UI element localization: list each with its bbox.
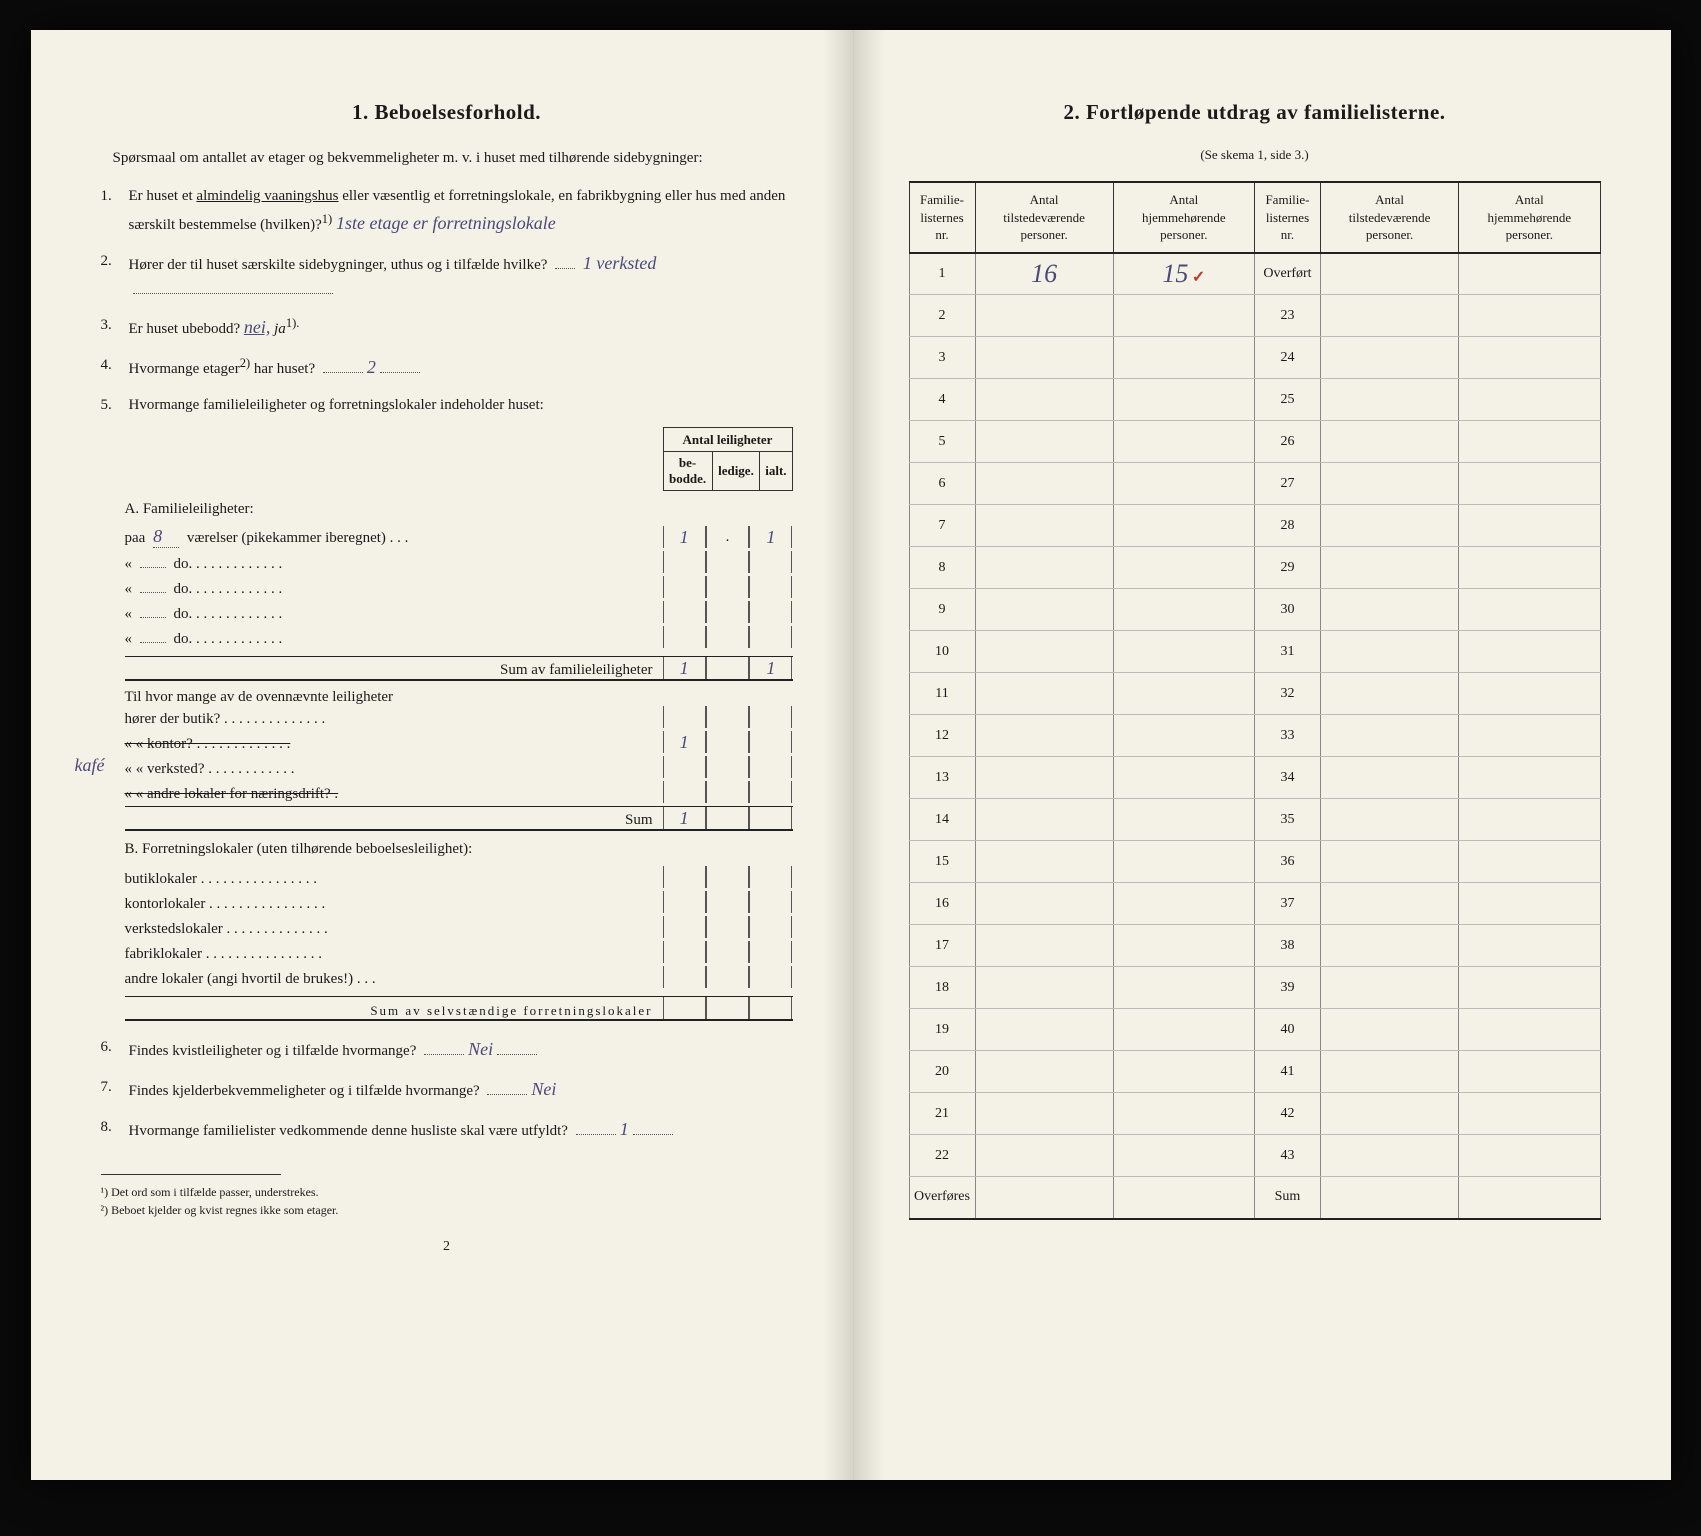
intro-text: Spørsmaal om antallet av etager og bekve… <box>101 147 793 170</box>
table-row: 1536 <box>909 841 1600 883</box>
question-5: 5. Hvormange familieleiligheter og forre… <box>101 393 793 418</box>
table-row: 223 <box>909 295 1600 337</box>
section-a2: kafé Til hvor mange av de ovennævnte lei… <box>125 689 793 831</box>
table-row: 11615 ✓Overført <box>909 253 1600 295</box>
table-row: 1031 <box>909 631 1600 673</box>
right-page: 2. Fortløpende utdrag av familielisterne… <box>854 30 1671 1480</box>
a2-row: « « verksted? . . . . . . . . . . . . <box>125 756 793 778</box>
table-row: 728 <box>909 505 1600 547</box>
question-1: 1. Er huset et almindelig vaaningshus el… <box>101 184 793 238</box>
table-row: 930 <box>909 589 1600 631</box>
extract-table: Familie- listernes nr. Antal tilstedevær… <box>909 181 1601 1220</box>
document-spread: 1. Beboelsesforhold. Spørsmaal om antall… <box>31 30 1671 1480</box>
table-row: 425 <box>909 379 1600 421</box>
leiligheter-header: Antal leiligheter be- bodde. ledige. ial… <box>663 427 793 491</box>
section-a-sum: Sum av familieleiligheter 1 1 <box>125 656 793 681</box>
table-row: 2041 <box>909 1051 1600 1093</box>
table-row: 526 <box>909 421 1600 463</box>
table-row: 1839 <box>909 967 1600 1009</box>
question-list: 1. Er huset et almindelig vaaningshus el… <box>101 184 793 417</box>
question-4: 4. Hvormange etager2) har huset? 2 <box>101 353 793 383</box>
b-row: butiklokaler . . . . . . . . . . . . . .… <box>125 866 793 888</box>
a-row: « do. . . . . . . . . . . . . <box>125 601 793 623</box>
table-row: OverføresSum <box>909 1177 1600 1219</box>
b-row: andre lokaler (angi hvortil de brukes!) … <box>125 966 793 988</box>
b-row: fabriklokaler . . . . . . . . . . . . . … <box>125 941 793 963</box>
table-row: 1940 <box>909 1009 1600 1051</box>
q3-nei: nei, <box>244 317 271 337</box>
table-row: 1233 <box>909 715 1600 757</box>
a2-row: « « andre lokaler for næringsdrift? . <box>125 781 793 803</box>
question-7: 7. Findes kjelderbekvemmeligheter og i t… <box>101 1075 793 1105</box>
table-row: 1132 <box>909 673 1600 715</box>
section-a-rows: paa 8 værelser (pikekammer iberegnet) . … <box>125 526 793 648</box>
right-title: 2. Fortløpende utdrag av familielisterne… <box>909 100 1601 125</box>
question-6: 6. Findes kvistleiligheter og i tilfælde… <box>101 1035 793 1065</box>
question-8: 8. Hvormange familielister vedkommende d… <box>101 1115 793 1145</box>
b-row: verkstedslokaler . . . . . . . . . . . .… <box>125 916 793 938</box>
question-3: 3. Er huset ubebodd? nei, ja1). <box>101 313 793 343</box>
right-subtitle: (Se skema 1, side 3.) <box>909 147 1601 163</box>
page-number: 2 <box>101 1239 793 1255</box>
table-row: 324 <box>909 337 1600 379</box>
table-row: 1637 <box>909 883 1600 925</box>
table-row: 1738 <box>909 925 1600 967</box>
margin-kafe: kafé <box>75 755 105 776</box>
q4-answer: 2 <box>367 357 376 377</box>
table-row: 1334 <box>909 757 1600 799</box>
a-row: « do. . . . . . . . . . . . . <box>125 576 793 598</box>
left-page: 1. Beboelsesforhold. Spørsmaal om antall… <box>31 30 854 1480</box>
q2-answer: 1 verksted <box>583 253 656 273</box>
a2-row: hører der butik? . . . . . . . . . . . .… <box>125 706 793 728</box>
a-row: paa 8 værelser (pikekammer iberegnet) . … <box>125 526 793 548</box>
a-row: « do. . . . . . . . . . . . . <box>125 626 793 648</box>
table-row: 627 <box>909 463 1600 505</box>
question-2: 2. Hører der til huset særskilte sidebyg… <box>101 249 793 303</box>
table-row: 2243 <box>909 1135 1600 1177</box>
a2-row: « « kontor? . . . . . . . . . . . . .1 <box>125 731 793 753</box>
table-row: 1435 <box>909 799 1600 841</box>
b-row: kontorlokaler . . . . . . . . . . . . . … <box>125 891 793 913</box>
q1-answer: 1ste etage er forretningslokale <box>336 213 556 233</box>
footnotes: ¹) Det ord som i tilfælde passer, unders… <box>101 1183 793 1219</box>
section-b-label: B. Forretningslokaler (uten tilhørende b… <box>125 841 793 858</box>
left-title: 1. Beboelsesforhold. <box>101 100 793 125</box>
table-row: 829 <box>909 547 1600 589</box>
section-a-label: A. Familieleiligheter: <box>125 501 793 518</box>
table-row: 2142 <box>909 1093 1600 1135</box>
a-row: « do. . . . . . . . . . . . . <box>125 551 793 573</box>
section-b-rows: butiklokaler . . . . . . . . . . . . . .… <box>125 866 793 988</box>
